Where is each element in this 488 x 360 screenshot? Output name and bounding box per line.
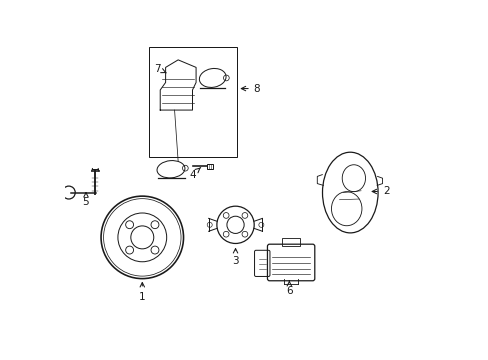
Text: 5: 5 (82, 193, 89, 207)
Text: 8: 8 (241, 84, 260, 94)
Text: 7: 7 (154, 64, 166, 74)
Bar (149, 47, 237, 157)
Text: 1: 1 (139, 283, 145, 302)
Text: 3: 3 (232, 249, 238, 266)
Bar (206, 164, 213, 169)
Text: 2: 2 (371, 186, 388, 197)
Text: 4: 4 (189, 167, 200, 180)
Text: 6: 6 (285, 280, 292, 296)
Bar (282, 238, 300, 246)
